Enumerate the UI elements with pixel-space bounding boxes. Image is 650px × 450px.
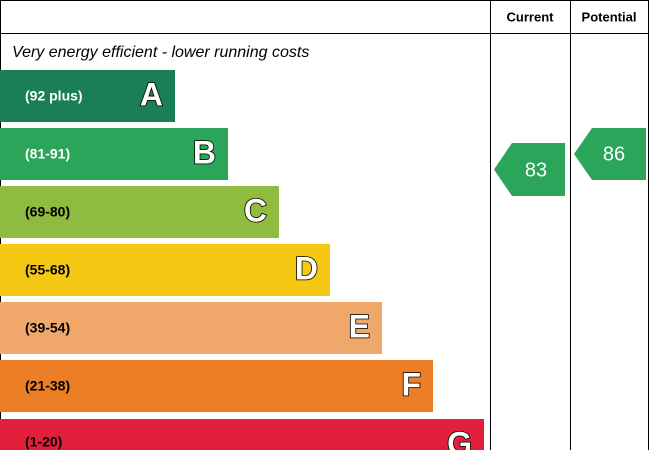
band-letter: A (140, 76, 163, 112)
band-letter: B (193, 134, 216, 170)
current-rating: 83 (525, 159, 547, 181)
band-letter: C (244, 192, 267, 228)
band (0, 360, 433, 412)
band-range: (69-80) (25, 204, 70, 220)
band (0, 302, 382, 354)
band (0, 419, 484, 450)
note: Very energy efficient - lower running co… (12, 44, 309, 61)
band (0, 244, 330, 296)
potential-rating: 86 (603, 143, 625, 165)
potential-arrow (574, 128, 646, 180)
band-range: (55-68) (25, 262, 70, 278)
band-range: (92 plus) (25, 88, 83, 104)
band-range: (39-54) (25, 320, 70, 336)
band-range: (81-91) (25, 146, 70, 162)
band-letter: D (295, 250, 318, 286)
current-header: Current (507, 9, 555, 24)
band (0, 186, 279, 238)
band (0, 70, 175, 122)
band-range: (1-20) (25, 434, 62, 450)
band-letter: E (349, 308, 370, 344)
current-arrow (494, 143, 565, 196)
band-range: (21-38) (25, 378, 70, 394)
potential-header: Potential (582, 9, 637, 24)
band (0, 128, 228, 180)
band-letter: G (447, 425, 472, 450)
band-letter: F (401, 366, 421, 402)
